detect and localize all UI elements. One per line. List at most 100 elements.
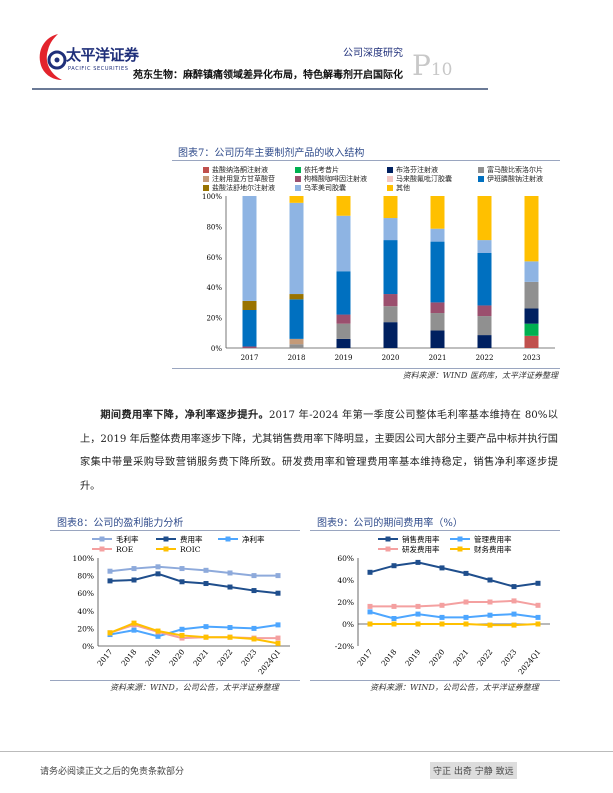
figure8-source-divider [50, 680, 300, 681]
y-tick-label: 20% [206, 315, 222, 323]
data-point [227, 634, 233, 640]
y-tick-label: 80% [206, 223, 222, 231]
y-tick-label: 60% [337, 554, 354, 563]
paragraph-body: 2017 年-2024 年第一季度公司整体毛利率基本维持在 80%以上，2019… [80, 410, 558, 492]
data-point [131, 577, 137, 583]
y-tick-label: 0% [211, 345, 222, 353]
data-point [251, 625, 257, 631]
data-point [275, 640, 281, 646]
bar-segment [430, 228, 445, 242]
data-point [275, 622, 281, 628]
legend-label: 马来酸氟吡汀胶囊 [396, 175, 452, 183]
x-tick-label: 2021 [191, 648, 210, 668]
legend-label: 财务费用率 [474, 544, 512, 554]
y-tick-label: 20% [77, 624, 94, 633]
figure9-title: 图表9：公司的期间费用率（%） [317, 518, 463, 529]
figure9-title-divider [310, 530, 560, 531]
figure7-title: 图表7：公司历年主要制剂产品的收入结构 [178, 148, 365, 159]
data-point [251, 588, 257, 594]
legend-label: 盐酸法舒地尔注射液 [212, 184, 275, 192]
report-type: 公司深度研究 [343, 48, 403, 59]
y-tick-label: 80% [77, 572, 94, 581]
page-number-value: 10 [430, 60, 453, 80]
data-point [511, 598, 517, 604]
data-point [487, 599, 493, 605]
data-point [511, 622, 517, 628]
footer-motto: 守正 出奇 宁静 致远 [430, 762, 517, 779]
x-tick-label: 2018 [119, 647, 138, 668]
data-point [463, 599, 469, 605]
bar-segment [289, 344, 304, 348]
data-point [535, 580, 541, 586]
data-point [251, 636, 257, 642]
bar-segment [383, 306, 398, 323]
legend-item: 布洛芬注射液 [387, 166, 438, 174]
legend-marker [457, 536, 463, 542]
figure9-source-divider [310, 680, 560, 681]
footer-divider [0, 751, 613, 752]
bar-segment [430, 302, 445, 314]
data-point [155, 571, 161, 577]
figure8-source: 资料来源：WIND，公司公告，太平洋证券整理 [110, 683, 279, 692]
y-tick-label: 40% [206, 284, 222, 292]
bar-segment [430, 313, 445, 331]
x-tick-label: 2017 [355, 647, 374, 668]
series-line [109, 565, 278, 577]
bar-segment [289, 338, 304, 345]
legend-swatch [295, 185, 301, 191]
legend-swatch [295, 167, 301, 173]
figure7-chart: 0% 20% 40% 60% 80% 100% 2017 2018 2019 2020 2021 20… [202, 193, 555, 362]
data-point [463, 614, 469, 620]
data-point [391, 563, 397, 569]
x-tick-label: 2017 [241, 354, 259, 362]
legend-label: 枸橼酸咖啡因注射液 [304, 175, 367, 183]
data-point [511, 611, 517, 617]
series-line [109, 572, 279, 595]
data-point [203, 567, 209, 573]
data-point [179, 566, 185, 572]
y-tick-label: 100% [202, 193, 222, 201]
data-point [415, 621, 421, 627]
bar-segment [336, 215, 351, 272]
bar-segment [477, 196, 492, 241]
x-tick-label: 2018 [379, 647, 398, 668]
x-tick-label: 2021 [451, 648, 470, 668]
x-tick-label: 2020 [167, 647, 186, 668]
data-point [415, 611, 421, 617]
data-point [275, 590, 281, 596]
data-point [275, 635, 281, 641]
legend-label: ROIC [180, 545, 201, 554]
legend-swatch [387, 176, 393, 182]
legend-marker [99, 546, 105, 552]
page-prefix: P [412, 49, 431, 82]
y-tick-label: 20% [337, 598, 354, 607]
legend-label: 销售费用率 [402, 534, 440, 544]
bar-segment [242, 346, 257, 348]
figure7-source-divider [172, 368, 560, 369]
legend-label: 毛利率 [116, 534, 139, 544]
bar-segment [336, 323, 351, 339]
data-point [107, 568, 113, 574]
legend-swatch [203, 176, 209, 182]
page-number: P10 [412, 50, 452, 86]
legend-item: 其他 [387, 184, 410, 192]
legend-label: 依托考昔片 [304, 166, 339, 174]
bar-segment [289, 299, 304, 339]
legend-marker [163, 546, 169, 552]
legend-label: 研发费用率 [402, 544, 440, 554]
bar-segment [383, 240, 398, 295]
logo-mark-icon [39, 34, 67, 80]
x-tick-label: 2023 [499, 647, 518, 668]
legend-item: 富马酸比索洛尔片 [478, 166, 543, 174]
data-point [415, 559, 421, 565]
legend-label: ROE [116, 545, 133, 554]
data-point [391, 621, 397, 627]
bar-segment [524, 335, 539, 348]
data-point [251, 573, 257, 579]
figure8-chart: 0% 20% 40% 60% 80% 100% 2017 2018 2019 2020 2021 20… [73, 534, 290, 676]
figure7-title-divider [172, 160, 560, 161]
legend-swatch [295, 176, 301, 182]
legend-marker [163, 536, 169, 542]
data-point [391, 603, 397, 609]
data-point [367, 603, 373, 609]
